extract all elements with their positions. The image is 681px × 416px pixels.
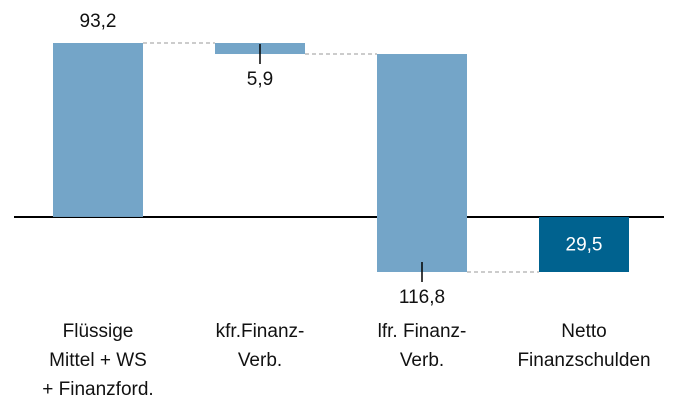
value-label: 116,8 (399, 287, 445, 308)
bar (539, 216, 629, 272)
bar (53, 43, 143, 217)
value-label: 93,2 (80, 11, 117, 32)
value-label: 5,9 (247, 69, 273, 90)
x-tick-label: lfr. Finanz- Verb. (377, 321, 467, 371)
bar (377, 54, 467, 272)
x-tick-label: Netto Finanzschulden (517, 321, 651, 371)
x-tick-label: Flüssige Mittel + WS + Finanzford. (42, 321, 154, 400)
value-label: 29,5 (566, 234, 603, 255)
x-tick-label: kfr.Finanz- Verb. (215, 321, 305, 371)
